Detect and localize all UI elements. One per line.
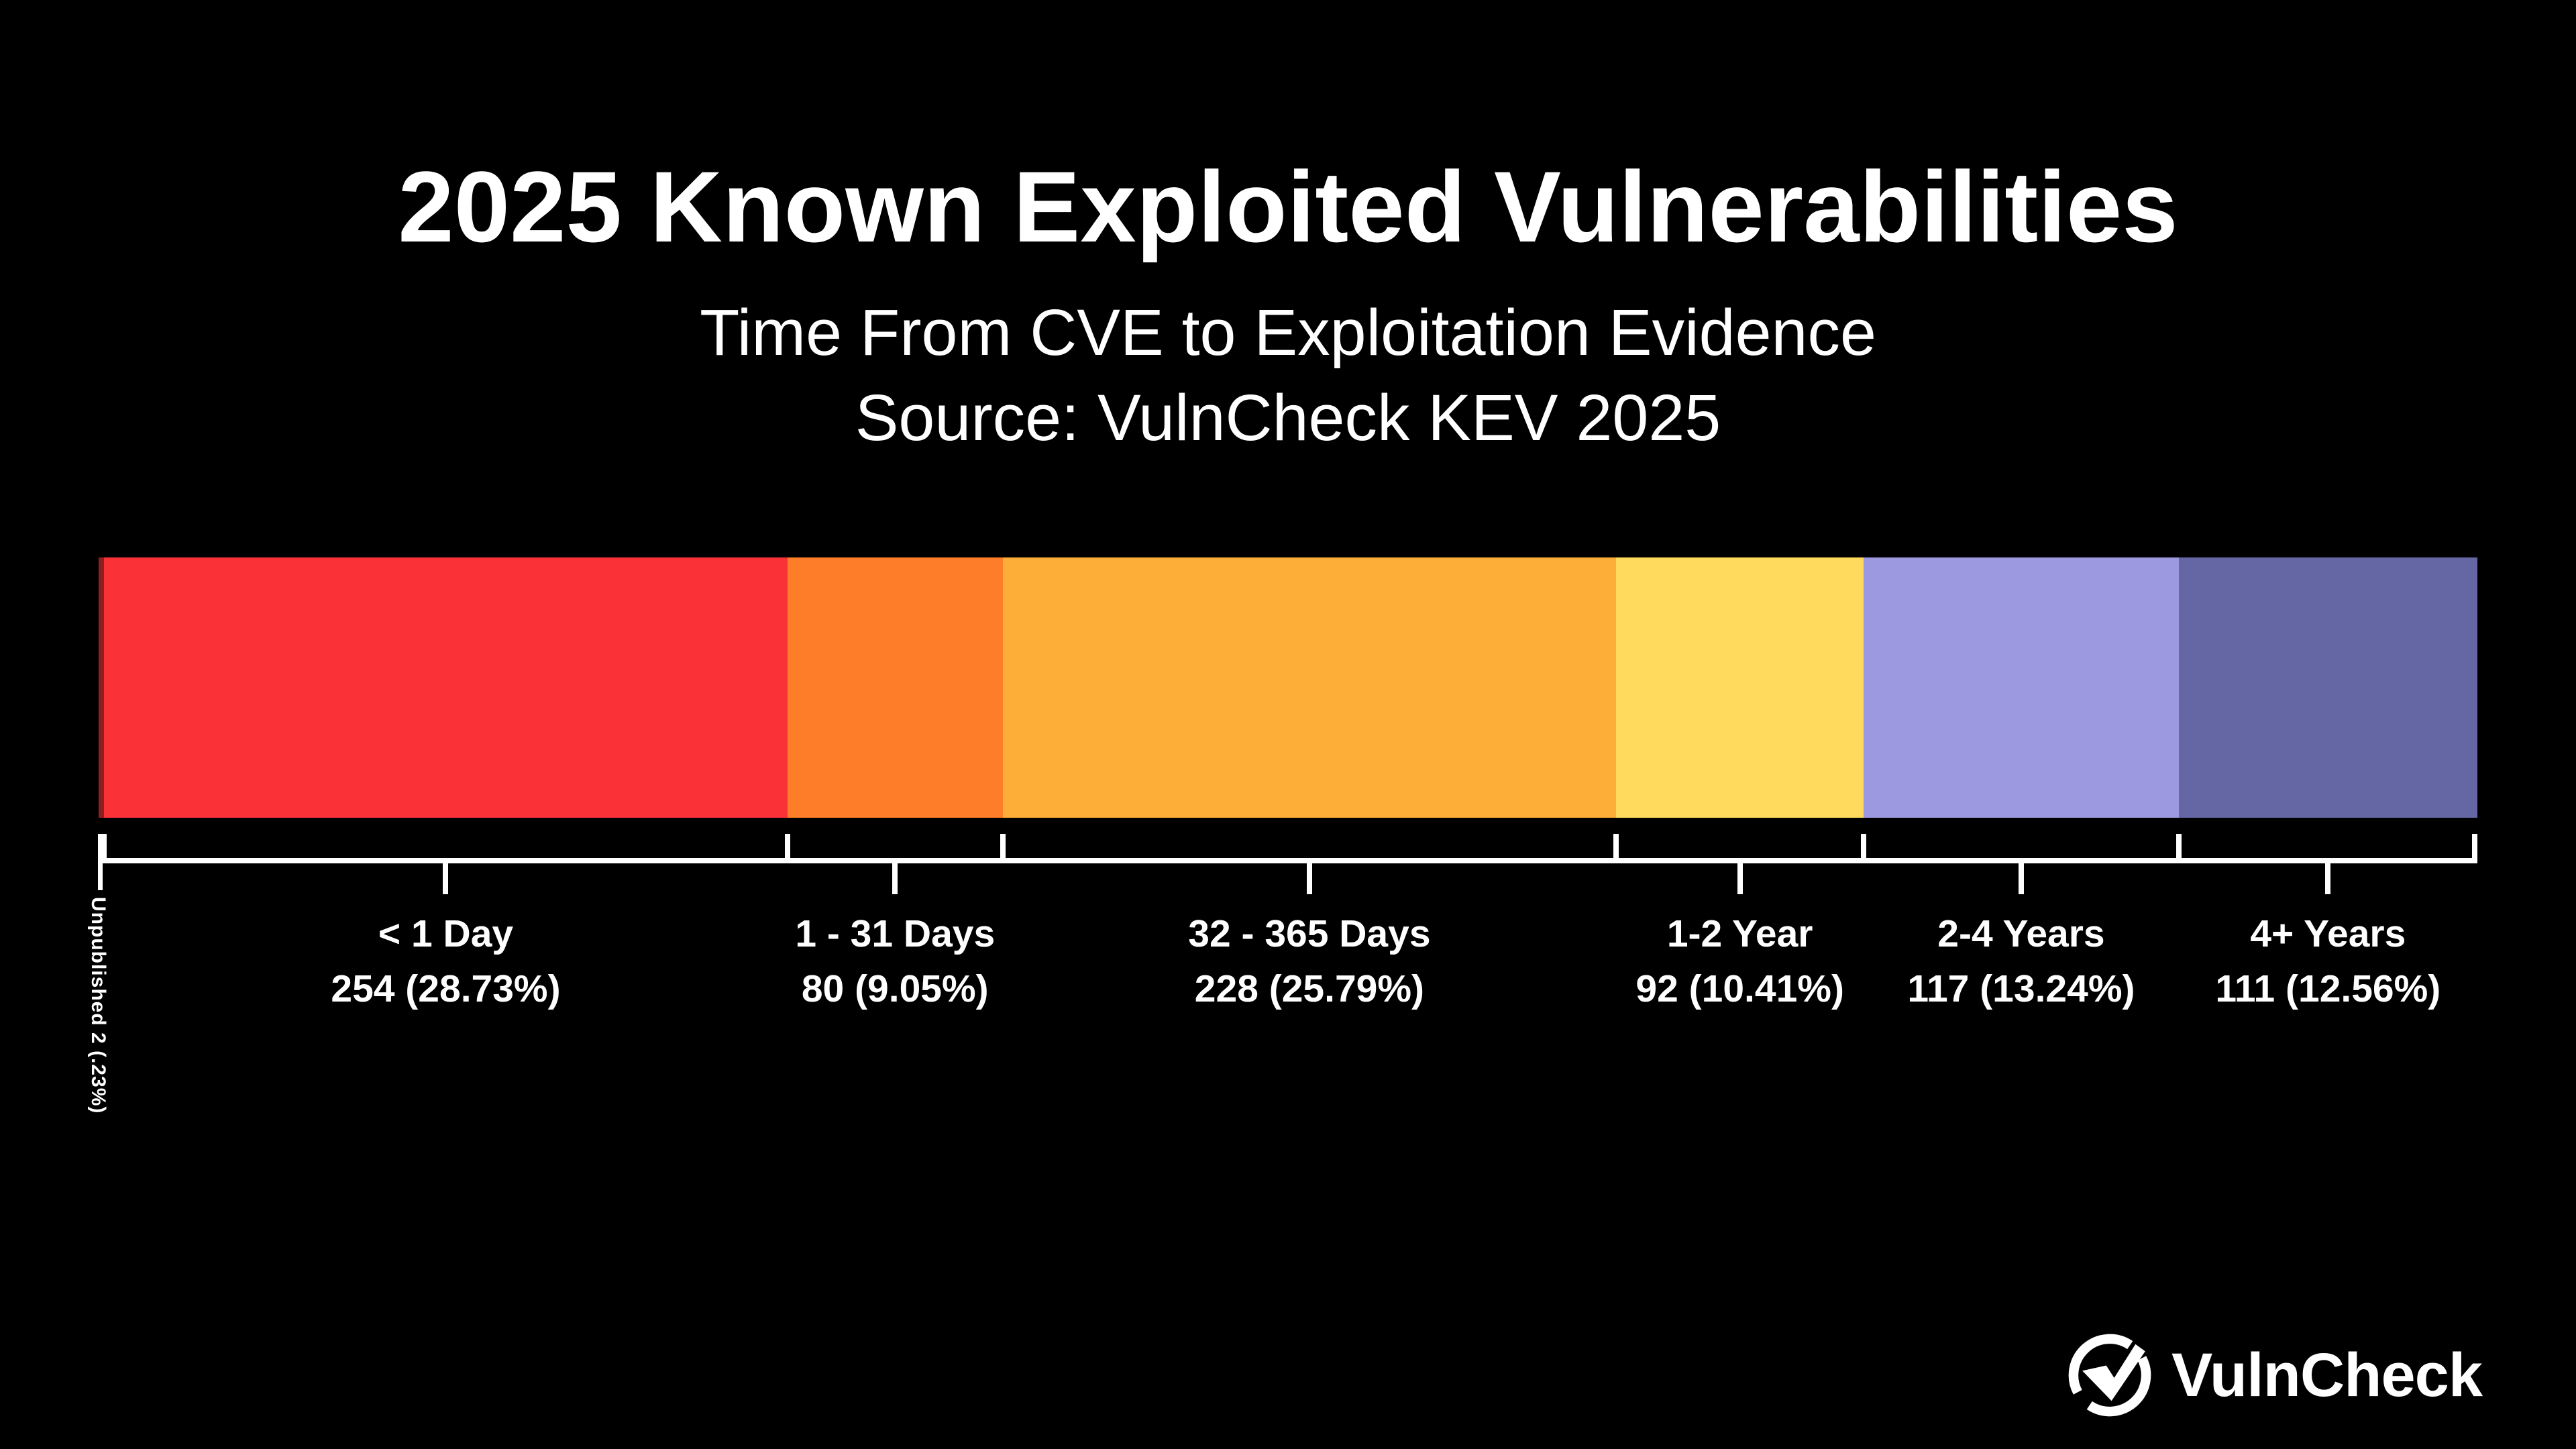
label-tick-4-years	[2325, 863, 2331, 894]
segment-name: 1 - 31 Days	[795, 912, 996, 955]
label-tick-2-4-years	[2018, 863, 2024, 894]
segment-name: 1-2 Year	[1666, 912, 1813, 955]
boundary-tick-4-years	[2472, 834, 2477, 863]
label-tick-32-365-days	[1306, 863, 1312, 894]
segment-label-2-4-years: 2-4 Years 117 (13.24%)	[1907, 906, 2135, 1016]
bar-segment-2-4-years	[1864, 557, 2179, 818]
segment-value: 117 (13.24%)	[1907, 967, 2135, 1010]
segment-label-1-31-days: 1 - 31 Days 80 (9.05%)	[795, 906, 995, 1016]
chart-source: Source: VulnCheck KEV 2025	[855, 381, 1721, 454]
bar-segment-unpublished	[99, 557, 105, 818]
boundary-tick-2-4-years	[2176, 834, 2182, 863]
chart-subtitle-block: Time From CVE to Exploitation Evidence S…	[0, 290, 2576, 460]
bar-segment-1-day	[104, 557, 788, 818]
brand-name: VulnCheck	[2171, 1341, 2483, 1409]
segment-value: 92 (10.41%)	[1635, 967, 1844, 1010]
label-tick-1-2-year	[1737, 863, 1743, 894]
segment-value: 254 (28.73%)	[331, 967, 561, 1010]
boundary-tick-1-31-days	[1000, 834, 1006, 863]
segment-name: 2-4 Years	[1937, 912, 2105, 955]
boundary-tick-32-365-days	[1613, 834, 1619, 863]
segment-label-4-years: 4+ Years 111 (12.56%)	[2215, 906, 2440, 1016]
stacked-bar	[99, 557, 2477, 818]
segment-value: 111 (12.56%)	[2215, 967, 2441, 1010]
bar-segment-1-2-year	[1616, 557, 1864, 818]
boundary-tick-unpublished	[101, 834, 107, 863]
unpublished-tick	[98, 834, 103, 890]
segment-name: < 1 Day	[378, 912, 514, 955]
segment-value: 80 (9.05%)	[801, 967, 989, 1010]
segment-label-32-365-days: 32 - 365 Days 228 (25.79%)	[1188, 906, 1430, 1016]
bar-segment-1-31-days	[787, 557, 1003, 818]
segment-value: 228 (25.79%)	[1194, 967, 1425, 1010]
unpublished-vertical-label: Unpublished 2 (.23%)	[87, 897, 109, 1114]
segment-name: 32 - 365 Days	[1188, 912, 1431, 955]
boundary-tick-1-day	[784, 834, 790, 863]
label-tick-1-day	[443, 863, 449, 894]
label-tick-1-31-days	[892, 863, 898, 894]
bar-segment-32-365-days	[1002, 557, 1617, 818]
segment-label-1-2-year: 1-2 Year 92 (10.41%)	[1635, 906, 1844, 1016]
page-title: 2025 Known Exploited Vulnerabilities	[398, 150, 2178, 263]
brand-lockup: VulnCheck	[2065, 1331, 2483, 1419]
bar-segment-4-years	[2178, 557, 2477, 818]
segment-name: 4+ Years	[2250, 912, 2406, 955]
vulncheck-check-circle-icon	[2065, 1331, 2154, 1419]
chart-subtitle: Time From CVE to Exploitation Evidence	[700, 296, 1876, 369]
boundary-tick-1-2-year	[1861, 834, 1867, 863]
segment-label-1-day: < 1 Day 254 (28.73%)	[331, 906, 560, 1016]
axis-line	[99, 858, 2477, 863]
